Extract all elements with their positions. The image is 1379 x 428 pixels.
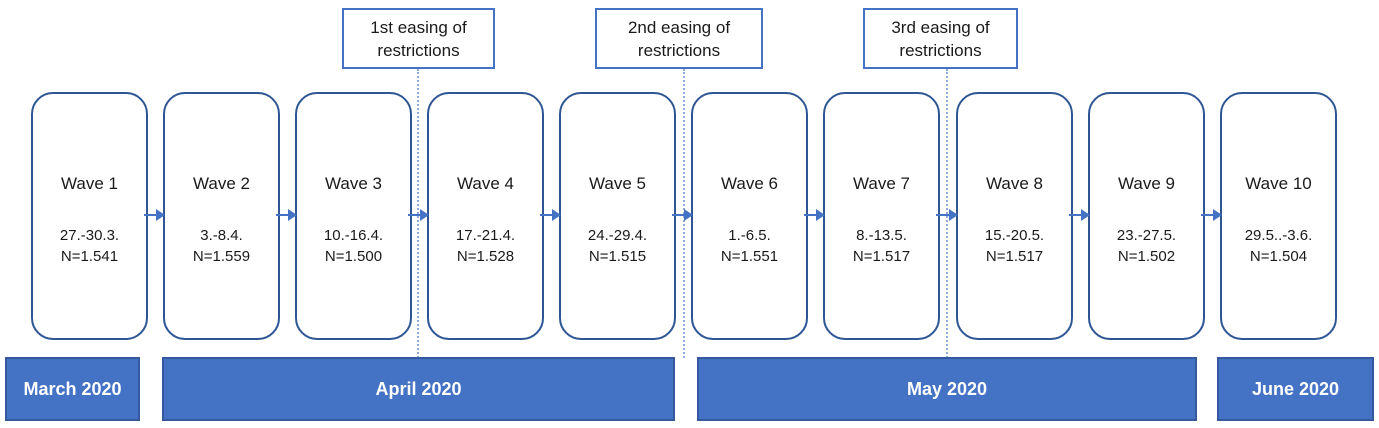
wave-7-sample-size: N=1.517 bbox=[852, 248, 911, 265]
month-bar-march-label: March 2020 bbox=[23, 378, 122, 399]
wave-4-dates: 17.-21.4. bbox=[455, 227, 516, 244]
wave-box-7: Wave 7 8.-13.5. N=1.517 bbox=[823, 92, 940, 340]
arrow-icon-wave-6-to-7 bbox=[804, 208, 825, 222]
wave-1-details: 27.-30.3. N=1.541 bbox=[33, 225, 146, 267]
wave-1-title: Wave 1 bbox=[60, 174, 118, 193]
wave-7-title: Wave 7 bbox=[852, 174, 910, 193]
arrow-head bbox=[552, 209, 561, 221]
wave-3-details: 10.-16.4. N=1.500 bbox=[297, 225, 410, 267]
arrow-icon-wave-9-to-10 bbox=[1201, 208, 1222, 222]
wave-6-details: 1.-6.5. N=1.551 bbox=[693, 225, 806, 267]
wave-box-5: Wave 5 24.-29.4. N=1.515 bbox=[559, 92, 676, 340]
arrow-stem bbox=[936, 214, 949, 216]
wave-9-title: Wave 9 bbox=[1117, 174, 1175, 193]
arrow-icon-wave-4-to-5 bbox=[540, 208, 561, 222]
wave-3-sample-size: N=1.500 bbox=[324, 248, 383, 265]
arrow-icon-wave-7-to-8 bbox=[936, 208, 958, 222]
wave-4-sample-size: N=1.528 bbox=[456, 248, 515, 265]
wave-5-details: 24.-29.4. N=1.515 bbox=[561, 225, 674, 267]
wave-3-dates: 10.-16.4. bbox=[323, 227, 384, 244]
wave-5-title: Wave 5 bbox=[588, 174, 646, 193]
wave-box-9: Wave 9 23.-27.5. N=1.502 bbox=[1088, 92, 1205, 340]
wave-10-title: Wave 10 bbox=[1245, 174, 1312, 193]
wave-10-details: 29.5..-3.6. N=1.504 bbox=[1222, 225, 1335, 267]
arrow-head bbox=[684, 209, 693, 221]
callout-easing-3-label: 3rd easing of restrictions bbox=[891, 17, 990, 60]
wave-6-dates: 1.-6.5. bbox=[728, 227, 771, 244]
wave-10-sample-size: N=1.504 bbox=[1249, 248, 1308, 265]
wave-9-dates: 23.-27.5. bbox=[1116, 227, 1177, 244]
wave-10-dates: 29.5..-3.6. bbox=[1244, 227, 1313, 244]
arrow-icon-wave-3-to-4 bbox=[408, 208, 429, 222]
wave-box-6: Wave 6 1.-6.5. N=1.551 bbox=[691, 92, 808, 340]
month-bar-april-label: April 2020 bbox=[375, 378, 462, 399]
wave-4-title: Wave 4 bbox=[456, 174, 514, 193]
wave-box-4: Wave 4 17.-21.4. N=1.528 bbox=[427, 92, 544, 340]
wave-8-details: 15.-20.5. N=1.517 bbox=[958, 225, 1071, 267]
arrow-stem bbox=[1201, 214, 1213, 216]
wave-box-8: Wave 8 15.-20.5. N=1.517 bbox=[956, 92, 1073, 340]
wave-box-10: Wave 10 29.5..-3.6. N=1.504 bbox=[1220, 92, 1337, 340]
wave-1-sample-size: N=1.541 bbox=[60, 248, 119, 265]
arrow-head bbox=[1081, 209, 1090, 221]
wave-7-dates: 8.-13.5. bbox=[856, 227, 907, 244]
arrow-head bbox=[816, 209, 825, 221]
connector-line-easing-3 bbox=[946, 69, 948, 358]
wave-3-title: Wave 3 bbox=[324, 174, 382, 193]
arrow-icon-wave-8-to-9 bbox=[1069, 208, 1090, 222]
arrow-stem bbox=[408, 214, 420, 216]
wave-9-details: 23.-27.5. N=1.502 bbox=[1090, 225, 1203, 267]
arrow-stem bbox=[276, 214, 288, 216]
arrow-icon-wave-2-to-3 bbox=[276, 208, 297, 222]
month-bar-may-label: May 2020 bbox=[906, 378, 988, 399]
month-bar-april: April 2020 bbox=[162, 357, 675, 421]
wave-4-details: 17.-21.4. N=1.528 bbox=[429, 225, 542, 267]
wave-8-dates: 15.-20.5. bbox=[984, 227, 1045, 244]
callout-easing-2: 2nd easing of restrictions bbox=[595, 8, 763, 69]
arrow-stem bbox=[144, 214, 156, 216]
arrow-stem bbox=[804, 214, 816, 216]
callout-easing-2-label: 2nd easing of restrictions bbox=[627, 17, 731, 60]
wave-8-sample-size: N=1.517 bbox=[985, 248, 1044, 265]
wave-7-details: 8.-13.5. N=1.517 bbox=[825, 225, 938, 267]
wave-box-3: Wave 3 10.-16.4. N=1.500 bbox=[295, 92, 412, 340]
arrow-head bbox=[949, 209, 958, 221]
month-bar-june: June 2020 bbox=[1217, 357, 1374, 421]
arrow-head bbox=[288, 209, 297, 221]
wave-2-details: 3.-8.4. N=1.559 bbox=[165, 225, 278, 267]
arrow-head bbox=[156, 209, 165, 221]
month-bar-may: May 2020 bbox=[697, 357, 1197, 421]
wave-6-title: Wave 6 bbox=[720, 174, 778, 193]
month-bar-june-label: June 2020 bbox=[1251, 378, 1340, 399]
wave-2-title: Wave 2 bbox=[192, 174, 250, 193]
wave-box-1: Wave 1 27.-30.3. N=1.541 bbox=[31, 92, 148, 340]
arrow-icon-wave-5-to-6 bbox=[672, 208, 693, 222]
wave-box-2: Wave 2 3.-8.4. N=1.559 bbox=[163, 92, 280, 340]
wave-9-sample-size: N=1.502 bbox=[1117, 248, 1176, 265]
callout-easing-3: 3rd easing of restrictions bbox=[863, 8, 1018, 69]
wave-8-title: Wave 8 bbox=[985, 174, 1043, 193]
wave-5-sample-size: N=1.515 bbox=[588, 248, 647, 265]
arrow-stem bbox=[672, 214, 684, 216]
wave-2-sample-size: N=1.559 bbox=[192, 248, 251, 265]
wave-1-dates: 27.-30.3. bbox=[59, 227, 120, 244]
wave-5-dates: 24.-29.4. bbox=[587, 227, 648, 244]
callout-easing-1-label: 1st easing of restrictions bbox=[370, 17, 467, 60]
month-bar-march: March 2020 bbox=[5, 357, 140, 421]
arrow-stem bbox=[540, 214, 552, 216]
wave-2-dates: 3.-8.4. bbox=[200, 227, 243, 244]
callout-easing-1: 1st easing of restrictions bbox=[342, 8, 495, 69]
wave-6-sample-size: N=1.551 bbox=[720, 248, 779, 265]
connector-line-easing-1 bbox=[417, 69, 419, 358]
arrow-head bbox=[420, 209, 429, 221]
arrow-head bbox=[1213, 209, 1222, 221]
arrow-stem bbox=[1069, 214, 1081, 216]
arrow-icon-wave-1-to-2 bbox=[144, 208, 165, 222]
